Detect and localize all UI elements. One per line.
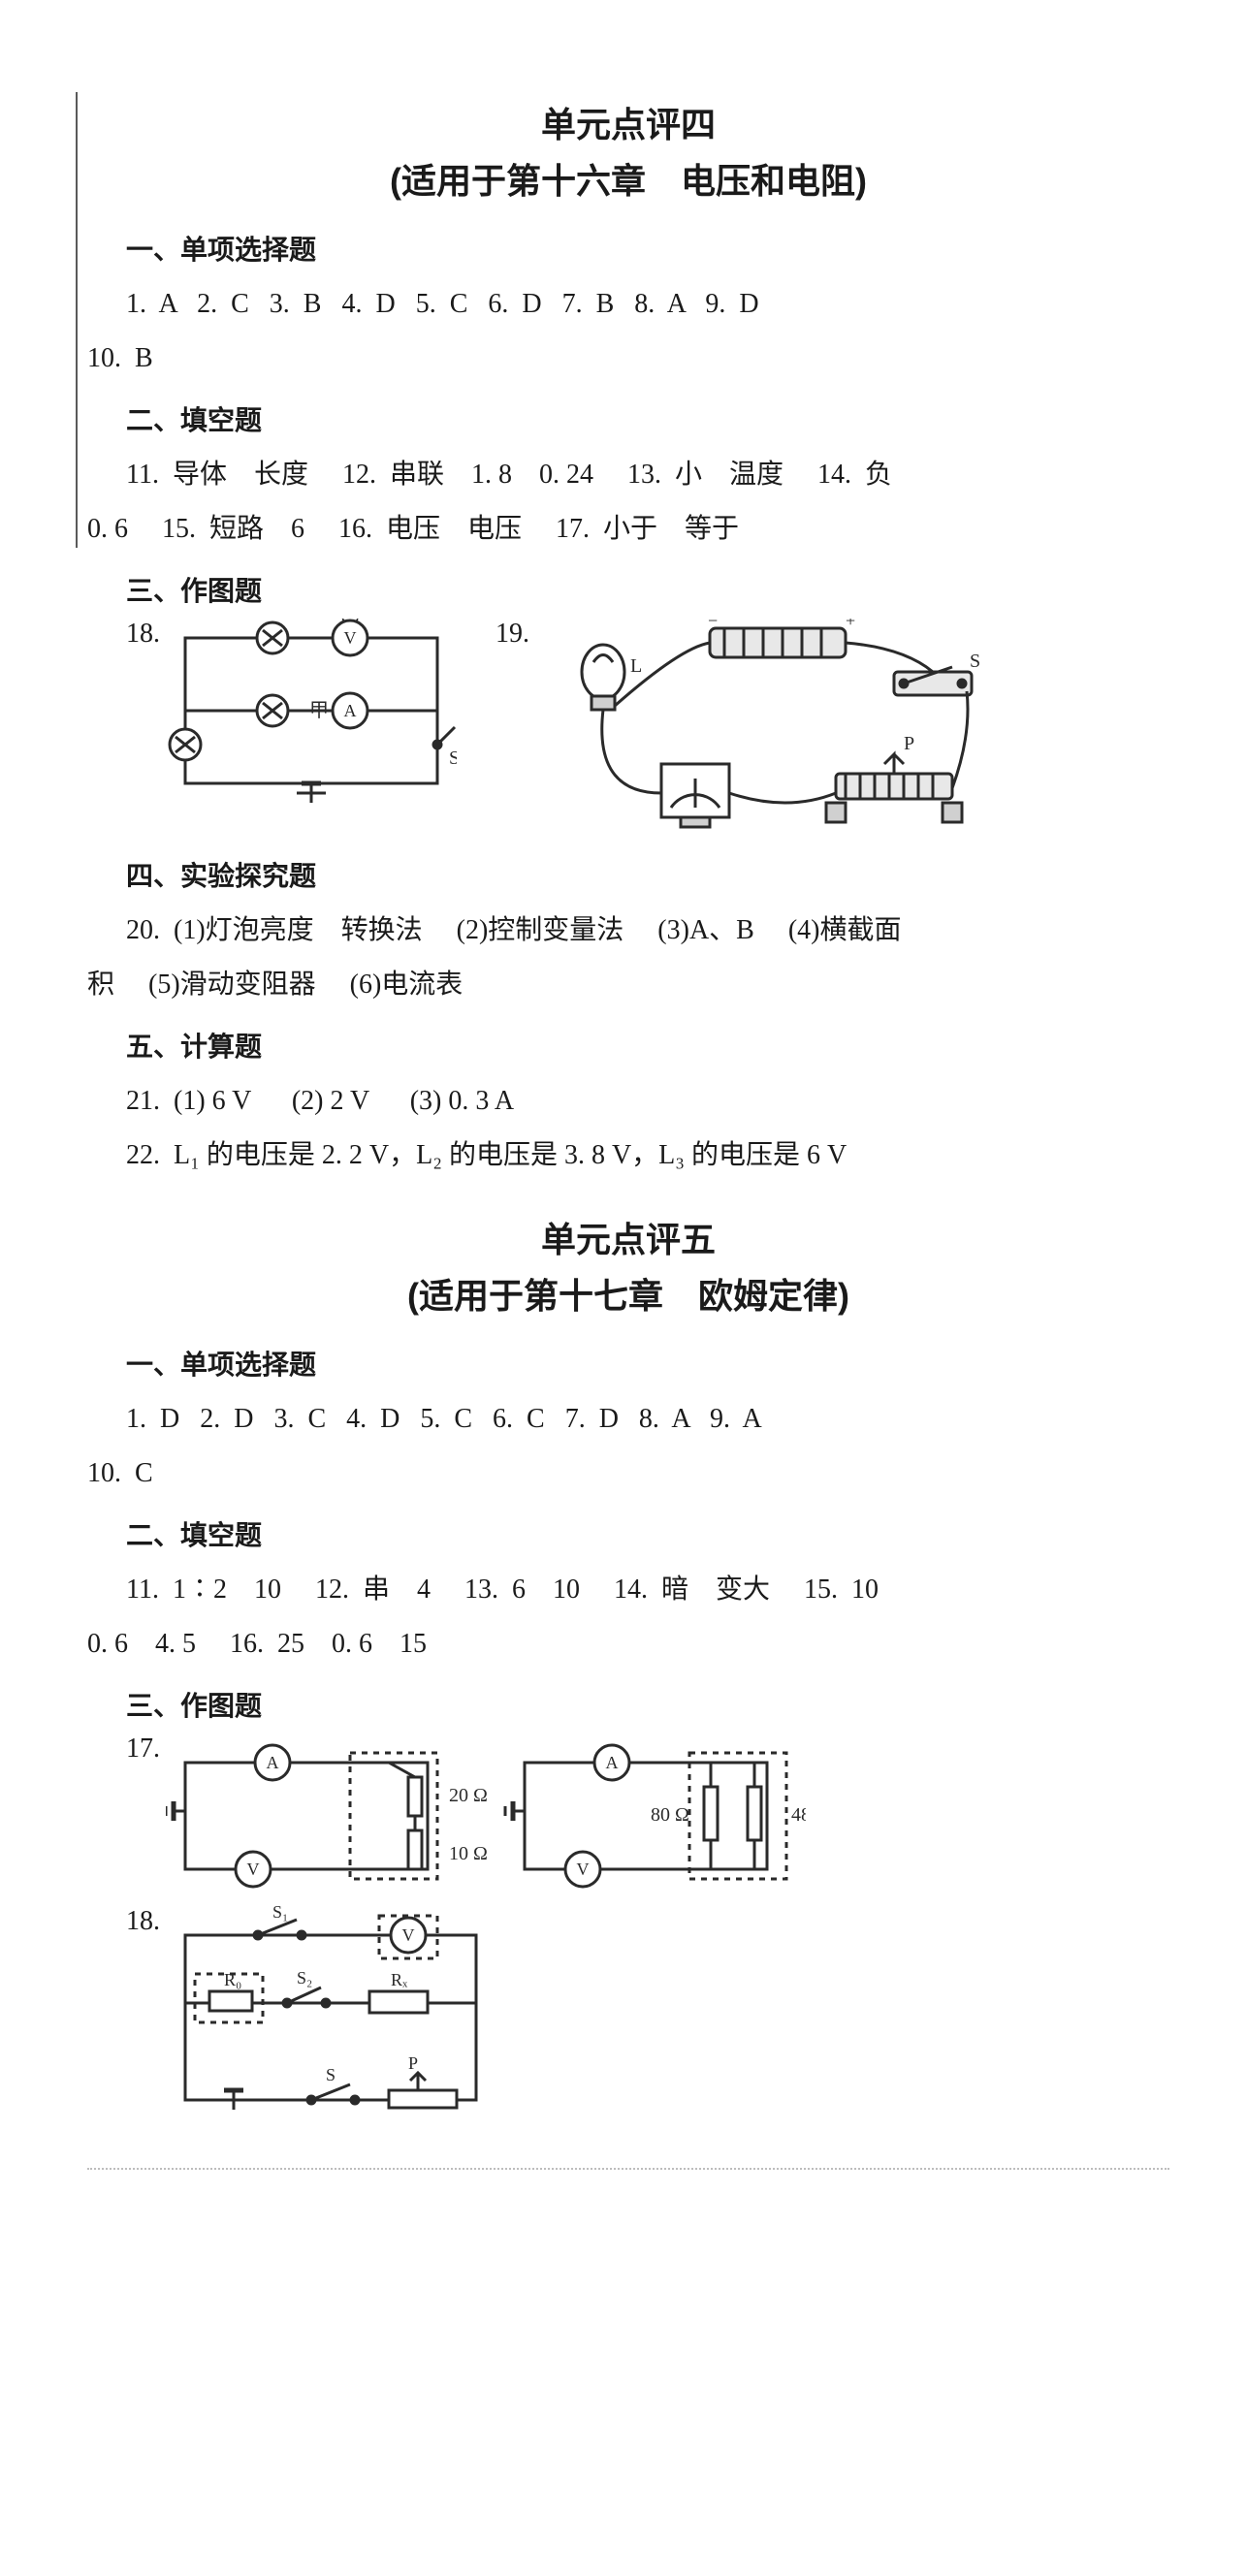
unit4-s2-line2: 0. 6 15. 短路 6 16. 电压 电压 17. 小于 等于	[87, 502, 1169, 557]
unit5-s2-head: 二、填空题	[126, 1514, 1169, 1553]
unit4-s4-line1: 20. (1)灯泡亮度 转换法 (2)控制变量法 (3)A、B (4)横截面	[126, 904, 1169, 958]
left-margin-rule	[76, 92, 78, 548]
voltmeter-v-17b: V	[577, 1860, 590, 1879]
unit4-s4-line2: 积 (5)滑动变阻器 (6)电流表	[87, 958, 1169, 1012]
unit4-s5-line2: 22. L₁ 的电压是 2. 2 V，L₂ 的电压是 3. 8 V，L₃ 的电压…	[126, 1129, 1169, 1183]
unit4-s3-head: 三、作图题	[126, 570, 1169, 609]
unit5-fig17-row: 17. A V 20 Ω	[126, 1733, 1169, 1898]
unit4-s2-head: 二、填空题	[126, 399, 1169, 438]
unit5-title: 单元点评五	[87, 1212, 1169, 1262]
ammeter-a-17a: A	[267, 1753, 279, 1772]
unit4-s5-line1: 21. (1) 6 V (2) 2 V (3) 0. 3 A	[126, 1074, 1169, 1129]
s2-label: S₂	[297, 1968, 312, 1988]
unit4-s2-line1: 11. 导体 长度 12. 串联 1. 8 0. 24 13. 小 温度 14.…	[126, 448, 1169, 502]
r80-label: 80 Ω	[651, 1804, 689, 1826]
yi-label: 乙	[340, 619, 360, 625]
plus-label: +	[846, 619, 855, 630]
r10-label: 10 Ω	[449, 1843, 488, 1864]
unit4-s4-head: 四、实验探究题	[126, 855, 1169, 894]
unit5-s2-line2: 0. 6 4. 5 16. 25 0. 6 15	[87, 1617, 1169, 1671]
r48-label: 48 Ω	[791, 1804, 806, 1826]
voltmeter-v-label: V	[344, 628, 357, 648]
page-footer-rule	[87, 2168, 1169, 2170]
voltmeter-v-17a: V	[247, 1860, 260, 1879]
unit5-q18-label: 18.	[126, 1906, 160, 1937]
unit4-q19-label: 19.	[496, 619, 529, 650]
unit5-fig18-box: 18. S₁ V R₀	[126, 1906, 496, 2129]
minus-label: −	[708, 619, 718, 630]
s1-label: S₁	[272, 1906, 288, 1922]
unit4-s1-head: 一、单项选择题	[126, 229, 1169, 268]
unit5-s1-answers-2: 10. C	[87, 1447, 1169, 1501]
ammeter-a-label: A	[344, 701, 357, 720]
unit5-s1-head: 一、单项选择题	[126, 1344, 1169, 1383]
switch-s-label: S	[449, 747, 457, 769]
unit5-q17-label: 17.	[126, 1733, 160, 1765]
switch-s-label-19: S	[970, 651, 980, 672]
unit4-fig19-box: 19. − + L	[496, 619, 981, 842]
unit5-s3-head: 三、作图题	[126, 1685, 1169, 1724]
r0-label: R₀	[224, 1970, 241, 1989]
lamp-l-label: L	[630, 655, 642, 677]
circuit-diagram-18b-icon: S₁ V R₀ S₂ Rₓ	[166, 1906, 496, 2129]
unit4-subtitle: (适用于第十六章 电压和电阻)	[87, 153, 1169, 204]
unit4-s1-answers-1: 1. A 2. C 3. B 4. D 5. C 6. D 7. B 8. A …	[126, 277, 1169, 332]
unit5-fig18-row: 18. S₁ V R₀	[126, 1906, 1169, 2129]
unit5-s1-answers-1: 1. D 2. D 3. C 4. D 5. C 6. C 7. D 8. A …	[126, 1392, 1169, 1447]
jia-label: 甲	[309, 700, 329, 721]
pictorial-circuit-19-icon: − + L S	[535, 619, 981, 842]
ammeter-a-17b: A	[606, 1753, 619, 1772]
unit5-fig17-box: 17. A V 20 Ω	[126, 1733, 806, 1898]
voltmeter-v-18b: V	[402, 1925, 415, 1945]
p-label-18b: P	[408, 2053, 418, 2073]
circuit-diagram-18-icon: V 乙 A 甲	[166, 619, 457, 822]
unit5-s2-line1: 11. 1∶2 10 12. 串 4 13. 6 10 14. 暗 变大 15.…	[126, 1563, 1169, 1617]
page: 单元点评四 (适用于第十六章 电压和电阻) 一、单项选择题 1. A 2. C …	[0, 0, 1247, 2209]
unit4-title: 单元点评四	[87, 97, 1169, 147]
unit4-s1-answers-2: 10. B	[87, 332, 1169, 386]
unit5-subtitle: (适用于第十七章 欧姆定律)	[87, 1268, 1169, 1319]
s-label-18b: S	[326, 2065, 336, 2084]
unit4-q18-label: 18.	[126, 619, 160, 650]
unit4-fig18-box: 18. V 乙 A 甲	[126, 619, 457, 822]
r20-label: 20 Ω	[449, 1785, 488, 1806]
circuit-diagram-17-icon: A V 20 Ω 10 Ω	[166, 1733, 806, 1898]
rx-label: Rₓ	[391, 1970, 408, 1989]
unit4-s5-head: 五、计算题	[126, 1026, 1169, 1065]
slider-p-label: P	[904, 733, 914, 754]
unit4-fig-row: 18. V 乙 A 甲	[126, 619, 1169, 842]
